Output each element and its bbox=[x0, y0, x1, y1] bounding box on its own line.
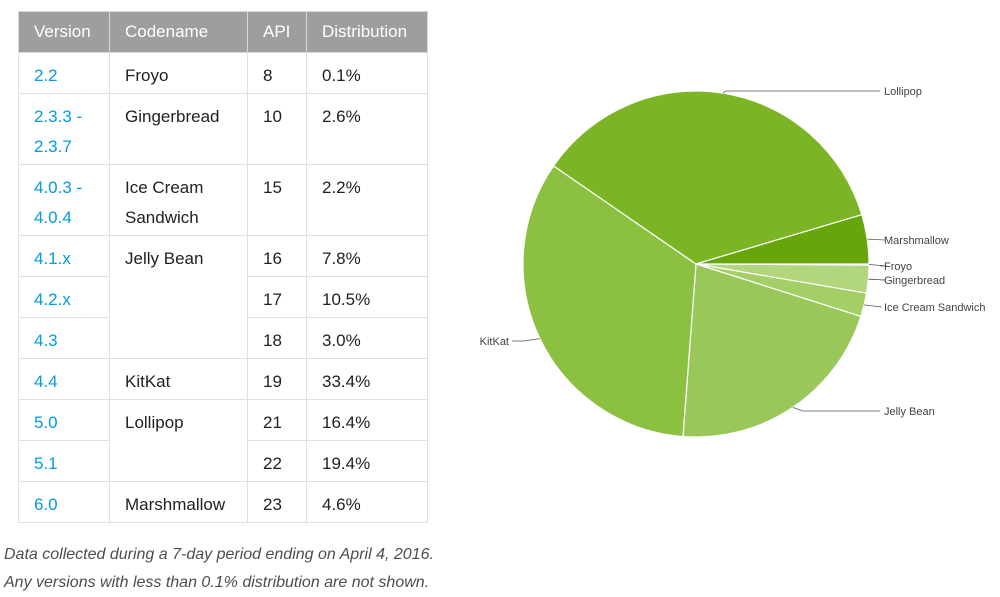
slice-label-marshmallow: Marshmallow bbox=[884, 235, 949, 247]
api-cell: 21 bbox=[247, 399, 307, 441]
header-version: Version bbox=[18, 11, 110, 53]
distribution-cell: 10.5% bbox=[306, 276, 428, 318]
distribution-cell: 33.4% bbox=[306, 358, 428, 400]
table-row: 4.3 18 3.0% bbox=[18, 317, 428, 359]
slice-label-jelly-bean: Jelly Bean bbox=[884, 406, 935, 418]
table-row: 2.2 Froyo 8 0.1% bbox=[18, 52, 428, 94]
slice-label-ice-cream-sandwich: Ice Cream Sandwich bbox=[884, 302, 986, 314]
codename-cell: Gingerbread bbox=[109, 93, 248, 165]
distribution-cell: 2.6% bbox=[306, 93, 428, 165]
distribution-table: Version Codename API Distribution 2.2 Fr… bbox=[18, 11, 428, 523]
version-link[interactable]: 4.3 bbox=[18, 317, 110, 359]
pie-slice-marshmallow bbox=[695, 213, 870, 265]
leader-line-jelly-bean bbox=[792, 407, 880, 412]
version-link[interactable]: 2.3.3 - 2.3.7 bbox=[18, 93, 110, 165]
pie-slice-lollipop bbox=[552, 90, 863, 265]
version-link[interactable]: 6.0 bbox=[18, 481, 110, 523]
leader-line-gingerbread bbox=[868, 278, 887, 281]
api-cell: 17 bbox=[247, 276, 307, 318]
version-link[interactable]: 2.2 bbox=[18, 52, 110, 94]
pie-slice-jelly-bean bbox=[682, 263, 862, 438]
distribution-cell: 0.1% bbox=[306, 52, 428, 94]
distribution-cell: 3.0% bbox=[306, 317, 428, 359]
leader-line-ice-cream-sandwich bbox=[864, 304, 882, 308]
slice-label-gingerbread: Gingerbread bbox=[884, 275, 945, 287]
api-cell: 10 bbox=[247, 93, 307, 165]
header-distribution: Distribution bbox=[306, 11, 428, 53]
slice-label-kitkat: KitKat bbox=[480, 336, 509, 348]
leader-line-kitkat bbox=[512, 338, 540, 342]
pie-slice-kitkat bbox=[522, 165, 697, 438]
codename-cell: Marshmallow bbox=[109, 481, 248, 523]
version-link[interactable]: 4.1.x bbox=[18, 235, 110, 277]
table-row: 4.1.x Jelly Bean 16 7.8% bbox=[18, 235, 428, 359]
slice-label-lollipop: Lollipop bbox=[884, 86, 922, 98]
table-row: 4.0.3 - 4.0.4 Ice Cream Sandwich 15 2.2% bbox=[18, 164, 428, 236]
table-row: 2.3.3 - 2.3.7 Gingerbread 10 2.6% bbox=[18, 93, 428, 165]
codename-cell: KitKat bbox=[109, 358, 248, 400]
slice-label-froyo: Froyo bbox=[884, 261, 912, 273]
version-link[interactable]: 4.2.x bbox=[18, 276, 110, 318]
codename-cell: Jelly Bean bbox=[109, 235, 248, 359]
version-link[interactable]: 4.0.3 - 4.0.4 bbox=[18, 164, 110, 236]
table-row: 5.1 22 19.4% bbox=[18, 440, 428, 482]
table-row: 4.4 KitKat 19 33.4% bbox=[18, 358, 428, 400]
api-cell: 18 bbox=[247, 317, 307, 359]
footnotes: Data collected during a 7-day period end… bbox=[4, 541, 434, 597]
leader-line-marshmallow bbox=[867, 238, 886, 241]
leader-line-lollipop bbox=[722, 90, 880, 94]
table-header-row: Version Codename API Distribution bbox=[18, 11, 428, 53]
api-cell: 23 bbox=[247, 481, 307, 523]
version-link[interactable]: 4.4 bbox=[18, 358, 110, 400]
footnote-date: Data collected during a 7-day period end… bbox=[4, 546, 434, 563]
distribution-cell: 4.6% bbox=[306, 481, 428, 523]
footnote-threshold: Any versions with less than 0.1% distrib… bbox=[4, 574, 430, 591]
api-cell: 8 bbox=[247, 52, 307, 94]
codename-cell: Froyo bbox=[109, 52, 248, 94]
table-row: 6.0 Marshmallow 23 4.6% bbox=[18, 481, 428, 523]
distribution-cell: 19.4% bbox=[306, 440, 428, 482]
version-link[interactable]: 5.1 bbox=[18, 440, 110, 482]
codename-cell: Ice Cream Sandwich bbox=[109, 164, 248, 236]
leader-line-froyo bbox=[868, 264, 888, 267]
table-row: 4.2.x 17 10.5% bbox=[18, 276, 428, 318]
